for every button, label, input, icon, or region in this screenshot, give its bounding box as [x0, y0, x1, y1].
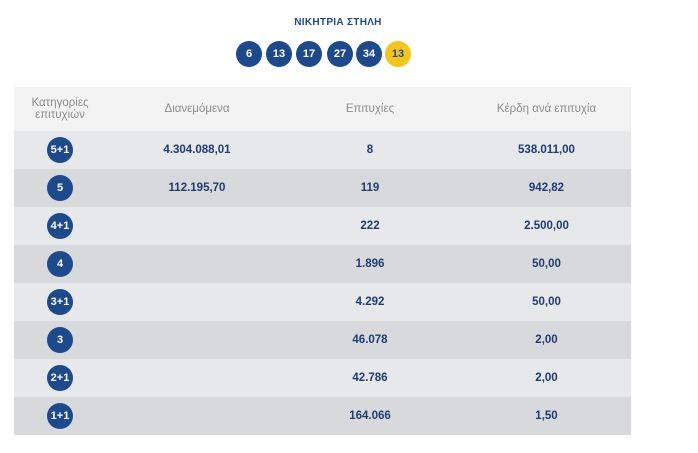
table-row: 4 1.896 50,00 [14, 245, 631, 283]
table-row: 1+1 164.066 1,50 [14, 397, 631, 435]
results-table: Κατηγορίες επιτυχιών Διανεμόμενα Επιτυχίες… [14, 87, 631, 435]
table-row: 4+1 222 2.500,00 [14, 207, 631, 245]
table-cell: 46.078 [352, 334, 388, 346]
table-cell: 3+1 [14, 283, 106, 321]
number-ball: 17 [296, 41, 322, 67]
table-cell: 4.292 [355, 296, 385, 308]
bonus-ball: 13 [385, 41, 411, 67]
column-header: Διανεμόμενα [164, 103, 230, 115]
table-cell: 538.011,00 [518, 144, 575, 156]
table-cell: 5 [14, 169, 106, 207]
number-ball: 13 [266, 41, 292, 67]
table-row: 3+1 4.292 50,00 [14, 283, 631, 321]
category-badge: 4 [47, 251, 73, 277]
table-row: 5 112.195,70 119 942,82 [14, 169, 631, 207]
category-badge: 5 [47, 175, 73, 201]
table-cell: 50,00 [532, 258, 561, 270]
table-cell: 42.786 [352, 372, 388, 384]
table-cell: 2,00 [535, 372, 558, 384]
category-badge: 3+1 [47, 289, 73, 315]
table-cell: 5+1 [14, 131, 106, 169]
table-cell: 119 [360, 182, 380, 194]
table-cell: 2,00 [535, 334, 558, 346]
column-header: Κέρδη ανά επιτυχία [496, 103, 597, 115]
table-row: 5+1 4.304.088,01 8 538.011,00 [14, 131, 631, 169]
column-header: Επιτυχίες [345, 103, 395, 115]
number-ball: 6 [236, 41, 262, 67]
table-cell: 112.195,70 [168, 182, 226, 194]
table-cell: 1,50 [535, 410, 558, 422]
table-cell: 164.066 [349, 410, 391, 422]
table-cell: 942,82 [528, 182, 565, 194]
table-cell: 1.896 [355, 258, 385, 270]
number-ball: 27 [327, 41, 353, 67]
column-header: Κατηγορίες επιτυχιών [31, 97, 89, 121]
table-cell: 3 [14, 321, 106, 359]
category-badge: 4+1 [47, 213, 73, 239]
table-cell: 2.500,00 [524, 220, 569, 232]
category-badge: 3 [47, 327, 73, 353]
table-cell: 4+1 [14, 207, 106, 245]
title: ΝΙΚΗΤΡΙΑ ΣΤΗΛΗ [294, 17, 382, 28]
table-cell: 2+1 [14, 359, 106, 397]
category-badge: 1+1 [47, 403, 73, 429]
table-cell: 222 [360, 220, 380, 232]
category-badge: 5+1 [47, 137, 73, 163]
table-row: 3 46.078 2,00 [14, 321, 631, 359]
table-row: 2+1 42.786 2,00 [14, 359, 631, 397]
table-cell: 1+1 [14, 397, 106, 435]
table-cell: 4 [14, 245, 106, 283]
table-cell: 8 [366, 144, 374, 156]
table-cell: 4.304.088,01 [163, 144, 231, 156]
table-cell: 50,00 [532, 296, 561, 308]
category-badge: 2+1 [47, 365, 73, 391]
number-ball: 34 [356, 41, 382, 67]
header-row: Κατηγορίες επιτυχιών Διανεμόμενα Επιτυχίες… [14, 87, 631, 131]
